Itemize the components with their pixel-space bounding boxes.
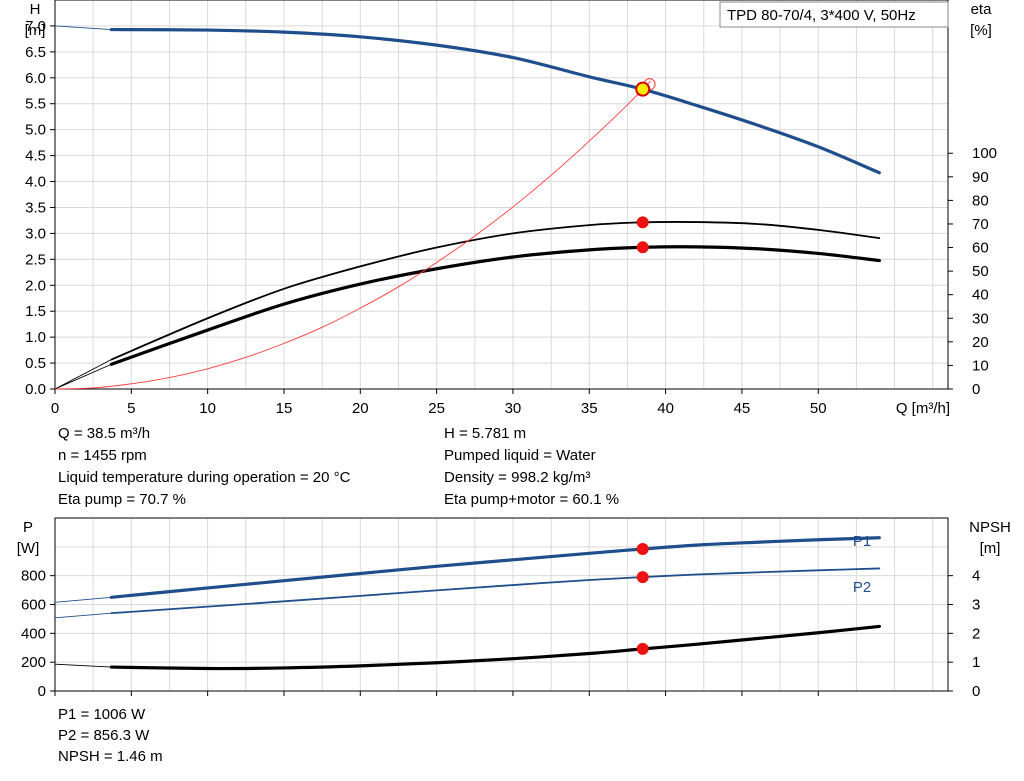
y2-tick-label: 90 bbox=[972, 169, 989, 186]
duty-point-head-marker bbox=[635, 81, 651, 97]
series-line-p2 bbox=[110, 567, 881, 615]
chart-title: TPD 80-70/4, 3*400 V, 50Hz bbox=[727, 7, 916, 24]
x-tick-label: 15 bbox=[276, 400, 293, 417]
plot-frame bbox=[54, 0, 949, 390]
y2-axis-unit: [m] bbox=[980, 540, 1001, 557]
series-extension-p1 bbox=[54, 596, 112, 603]
y-tick-label: 2.5 bbox=[25, 251, 46, 268]
y2-tick-label: 3 bbox=[972, 597, 980, 614]
x-tick-label: 45 bbox=[734, 400, 751, 417]
y2-axis-unit: [%] bbox=[970, 22, 992, 39]
y2-axis-title: eta bbox=[971, 1, 993, 18]
series-line-p1 bbox=[109, 536, 881, 599]
y-tick-label: 4.0 bbox=[25, 174, 46, 191]
chart-title-box bbox=[719, 1, 949, 28]
info-p2: P2 = 856.3 W bbox=[58, 727, 150, 744]
x-tick-label: 0 bbox=[51, 400, 59, 417]
y-axis-title: H bbox=[30, 1, 41, 18]
y-tick-label: 6.5 bbox=[25, 44, 46, 61]
series-label-p2: P2 bbox=[853, 579, 871, 596]
y2-tick-label: 0 bbox=[972, 683, 980, 700]
info-eta-pump: Eta pump = 70.7 % bbox=[58, 491, 186, 508]
y-tick-label: 6.0 bbox=[25, 70, 46, 87]
y-axis-title: P bbox=[23, 519, 33, 536]
info-flow: Q = 38.5 m³/h bbox=[58, 425, 151, 442]
y-tick-label: 4.5 bbox=[25, 148, 46, 165]
series-extension-eta-pump bbox=[54, 359, 112, 390]
duty-point-eta-pump-motor-marker bbox=[636, 241, 649, 254]
duty-point-npsh-marker bbox=[636, 642, 649, 655]
y2-tick-label: 2 bbox=[972, 625, 980, 642]
y-tick-label: 0 bbox=[38, 683, 46, 700]
x-tick-label: 40 bbox=[657, 400, 674, 417]
series-line-eta-pump bbox=[110, 221, 881, 361]
y2-axis-title: NPSH bbox=[969, 519, 1011, 536]
y2-tick-label: 10 bbox=[972, 357, 989, 374]
y-tick-label: 0.0 bbox=[25, 381, 46, 398]
y-tick-label: 600 bbox=[21, 597, 46, 614]
series-line-npsh bbox=[109, 624, 881, 671]
y2-tick-label: 0 bbox=[972, 381, 980, 398]
info-p1: P1 = 1006 W bbox=[58, 706, 146, 723]
info-eta-pump-motor: Eta pump+motor = 60.1 % bbox=[444, 491, 620, 508]
series-label-p1: P1 bbox=[853, 533, 871, 550]
x-tick-label: 35 bbox=[581, 400, 598, 417]
info-density: Density = 998.2 kg/m³ bbox=[444, 469, 591, 486]
y-tick-label: 7.0 bbox=[25, 18, 46, 35]
series-extension-npsh bbox=[54, 663, 112, 668]
y2-tick-label: 70 bbox=[972, 216, 989, 233]
series-extension-eta-pump-motor bbox=[54, 363, 112, 390]
x-tick-label: 20 bbox=[352, 400, 369, 417]
y-tick-label: 3.5 bbox=[25, 199, 46, 216]
y-tick-label: 800 bbox=[21, 568, 46, 585]
info-head: H = 5.781 m bbox=[444, 425, 527, 442]
y-tick-label: 3.0 bbox=[25, 225, 46, 242]
y2-tick-label: 40 bbox=[972, 287, 989, 304]
x-tick-label: 10 bbox=[199, 400, 216, 417]
y-axis-unit: [W] bbox=[17, 540, 40, 557]
x-tick-label: 30 bbox=[505, 400, 522, 417]
x-tick-label: 5 bbox=[127, 400, 135, 417]
duty-point-p2-marker bbox=[636, 571, 649, 584]
series-line-h bbox=[109, 27, 881, 175]
y-tick-label: 1.0 bbox=[25, 329, 46, 346]
series-line-system-curve bbox=[54, 80, 651, 390]
y2-tick-label: 50 bbox=[972, 263, 989, 280]
y-tick-label: 0.5 bbox=[25, 355, 46, 372]
y-tick-label: 1.5 bbox=[25, 303, 46, 320]
series-extension-h bbox=[54, 25, 112, 31]
y2-tick-label: 30 bbox=[972, 310, 989, 327]
y2-tick-label: 60 bbox=[972, 240, 989, 257]
power-npsh-chart: 0 200 400 600 800 0 1 2 3 4 P [W] NPSH [m] P1 P2 bbox=[17, 517, 1011, 700]
duty-point-p1-marker bbox=[636, 542, 649, 555]
x-axis-title: Q [m³/h] bbox=[896, 400, 950, 417]
y-axis-unit: [m] bbox=[25, 22, 46, 39]
series-extension-p2 bbox=[54, 612, 112, 619]
info-liquid-temperature: Liquid temperature during operation = 20… bbox=[58, 469, 351, 486]
y2-tick-label: 100 bbox=[972, 145, 997, 162]
y-tick-label: 200 bbox=[21, 654, 46, 671]
x-tick-label: 50 bbox=[810, 400, 827, 417]
info-speed: n = 1455 rpm bbox=[58, 447, 147, 464]
info-npsh: NPSH = 1.46 m bbox=[58, 748, 163, 765]
y-tick-label: 5.0 bbox=[25, 122, 46, 139]
info-pumped-liquid: Pumped liquid = Water bbox=[444, 447, 596, 464]
y2-tick-label: 20 bbox=[972, 334, 989, 351]
head-efficiency-chart: 0.0 0.5 1.0 1.5 2.0 2.5 3.0 3.5 4.0 4.5 5.0 5.5 6.0 6… bbox=[25, 0, 997, 417]
series-line-eta-pump-motor bbox=[109, 245, 881, 366]
x-tick-label: 25 bbox=[428, 400, 445, 417]
y-tick-label: 2.0 bbox=[25, 277, 46, 294]
y2-tick-label: 80 bbox=[972, 192, 989, 209]
duty-point-eta-pump-marker bbox=[636, 216, 649, 229]
y2-tick-label: 4 bbox=[972, 568, 980, 585]
y-tick-label: 400 bbox=[21, 625, 46, 642]
y2-tick-label: 1 bbox=[972, 654, 980, 671]
y-tick-label: 5.5 bbox=[25, 96, 46, 113]
